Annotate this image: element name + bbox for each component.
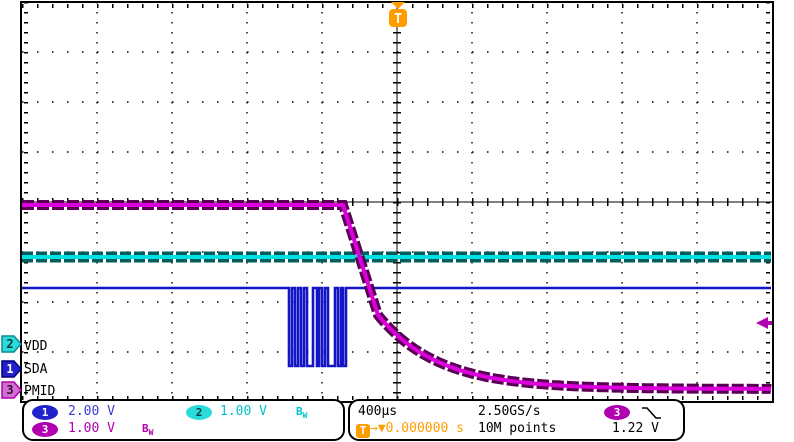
trigger-marker-icon: ▼ [377,421,386,436]
horizontal-trigger-readout-box: 400µs 2.50GS/s 3 T →▼0.000000 s 10M point… [348,399,685,441]
trigger-source-badge: 3 [604,405,630,420]
sda-trace [22,286,771,368]
channel-1-badge: 1 [32,405,58,420]
channel-1-scale: 2.00 V [68,404,115,419]
trigger-t-icon: T [356,424,370,438]
channel-3-position-marker [1,381,22,399]
channel-label-pmid: PMID [24,384,55,399]
record-length-readout: 10M points [478,421,557,436]
channel-2-scale: 1.00 V [220,404,267,419]
sample-rate-readout: 2.50GS/s [478,404,541,419]
channel-2-badge: 2 [186,405,212,420]
svg-text:3: 3 [6,383,13,397]
trigger-flag-label: T [394,12,402,27]
trigger-position-marker [391,2,405,9]
channel-3-badge: 3 [32,422,58,437]
channel-readout-box: 1 2.00 V 2 1.00 V BW 3 1.00 V BW [22,399,345,441]
trigger-level-readout: 1.22 V [612,421,659,436]
markers: T 2 1 3 VDD SDA PMID [1,2,772,399]
svg-text:2: 2 [6,337,13,351]
channel-label-vdd: VDD [24,339,48,354]
channel-2-bandwidth-icon: BW [296,405,308,421]
pmid-trace [22,203,772,391]
channel-3-bandwidth-icon: BW [142,422,154,438]
timebase-readout: 400µs [358,404,398,419]
falling-edge-slope-icon [642,407,661,419]
trigger-arrow-icon: → [370,421,378,436]
channel-2-position-marker [1,335,22,353]
trigger-level-arrow-icon [756,317,772,329]
waveforms [22,200,772,394]
svg-text:1: 1 [6,362,13,376]
channel-1-position-marker [1,360,22,378]
channel-3-scale: 1.00 V [68,421,115,436]
trigger-position-readout: T →▼0.000000 s [356,421,464,438]
channel-label-sda: SDA [24,362,48,377]
